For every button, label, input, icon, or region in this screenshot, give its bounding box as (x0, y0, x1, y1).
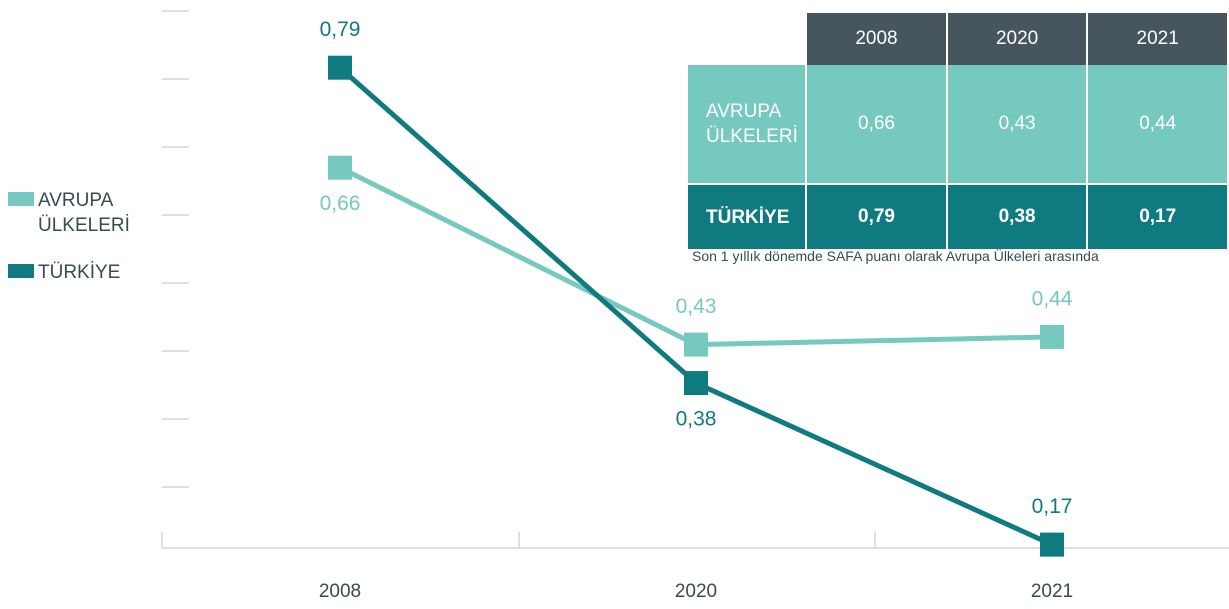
table-row: AVRUPA ÜLKELERİ 0,66 0,43 0,44 (688, 65, 1229, 184)
legend-label: TÜRKİYE (38, 262, 121, 283)
legend-swatch (8, 264, 34, 278)
point-marker (328, 155, 352, 180)
data-label: 0,44 (1032, 287, 1073, 310)
legend-item: AVRUPA ÜLKELERİ (8, 188, 158, 238)
table-header: 2008 2020 2021 (688, 13, 1229, 65)
point-marker (684, 332, 708, 357)
data-label: 0,43 (676, 295, 717, 318)
table-cell: 0,44 (1087, 65, 1229, 184)
y-axis-ticks (162, 10, 189, 488)
table-cell: 0,66 (806, 65, 948, 184)
column-header: 2008 (806, 13, 948, 65)
table-row: TÜRKİYE 0,79 0,38 0,17 (688, 183, 1229, 249)
note: Son 1 yıllık dönemde SAFA puanı olarak A… (692, 248, 1099, 264)
column-header: 2021 (1087, 13, 1229, 65)
point-marker (684, 371, 708, 396)
data-label: 0,17 (1032, 495, 1073, 518)
point-marker (328, 55, 352, 80)
table-cell: 0,79 (806, 183, 948, 249)
table-cell: 0,17 (1087, 183, 1229, 249)
column-header: 2020 (946, 13, 1089, 65)
row-header: AVRUPA ÜLKELERİ (688, 65, 808, 184)
data-label: 0,79 (320, 18, 361, 41)
point-marker (1040, 324, 1064, 349)
legend-label: AVRUPA ÜLKELERİ (38, 190, 130, 236)
x-tick-label: 2008 (319, 581, 361, 602)
row-header: TÜRKİYE (688, 183, 808, 249)
table-cell: 0,43 (946, 65, 1089, 184)
x-axis (161, 532, 1229, 549)
data-label: 0,38 (676, 408, 717, 431)
data-label: 0,66 (320, 192, 361, 215)
legend: AVRUPA ÜLKELERİ TÜRKİYE (8, 188, 158, 307)
x-tick-label: 2021 (1031, 581, 1073, 602)
legend-swatch (8, 192, 34, 206)
point-marker (1040, 532, 1064, 557)
legend-item: TÜRKİYE (8, 260, 158, 285)
x-tick-label: 2020 (675, 581, 717, 602)
table-corner (688, 13, 808, 65)
data-table: 2008 2020 2021 AVRUPA ÜLKELERİ 0,66 0,43 0,44 T… (688, 13, 1229, 249)
table-cell: 0,38 (946, 183, 1089, 249)
